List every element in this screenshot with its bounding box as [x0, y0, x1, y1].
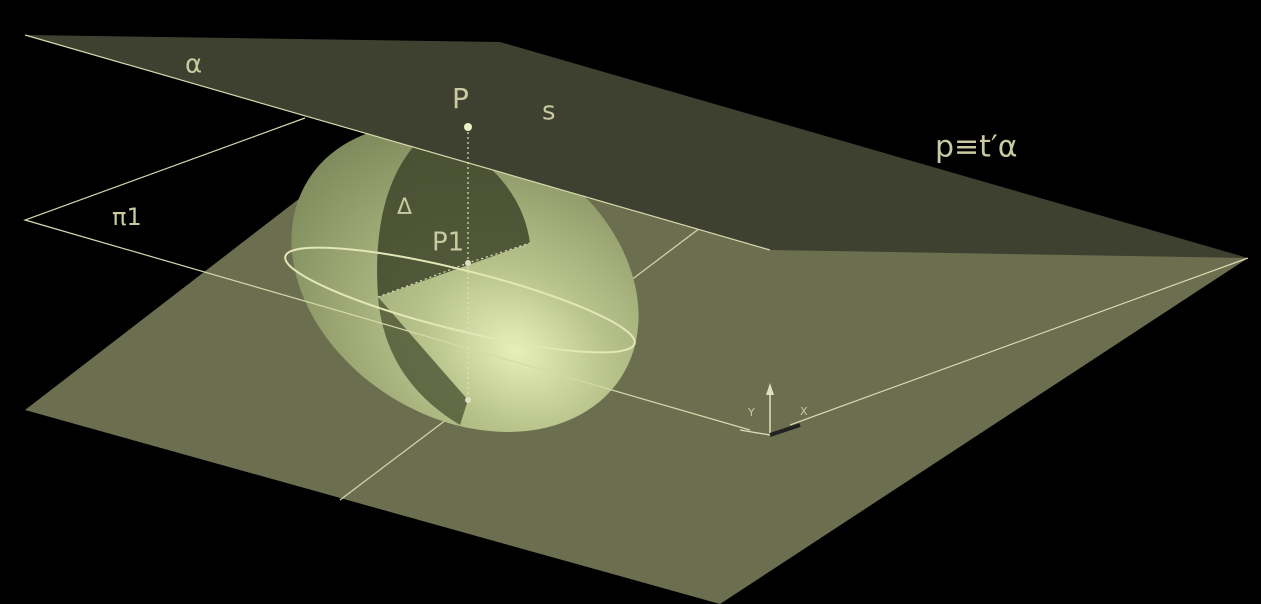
equator [284, 246, 636, 354]
ground-edge [789, 257, 1249, 426]
label-axis-x: X [800, 405, 808, 418]
axis-z [739, 429, 771, 436]
label-tangent: p≡t′α [935, 130, 1018, 165]
axis-x [769, 423, 801, 437]
label-pi1: π1 [112, 203, 142, 231]
axis-icon [739, 383, 801, 437]
label-P1: P1 [432, 228, 464, 258]
ellipsoid [291, 124, 639, 432]
label-alpha: α [185, 50, 202, 80]
label-s: s [542, 97, 556, 127]
axis-arrow [766, 383, 774, 395]
plane-pi1 [23, 117, 751, 431]
plane-alpha [25, 35, 1248, 258]
label-delta: Δ [397, 195, 412, 220]
point-P1 [465, 260, 471, 266]
point-P [464, 123, 472, 131]
tangent-line [24, 34, 771, 251]
point-bottom [465, 397, 471, 403]
label-axis-y: Y [747, 406, 755, 419]
label-P: P [452, 82, 469, 115]
